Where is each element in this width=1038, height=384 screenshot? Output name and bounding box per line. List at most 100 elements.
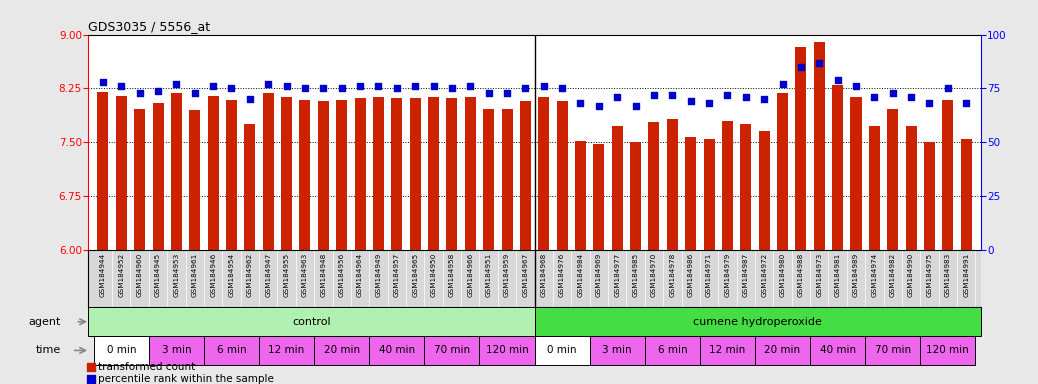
Text: GSM184984: GSM184984 [577, 253, 583, 297]
Bar [355, 98, 365, 250]
Text: GSM184986: GSM184986 [688, 253, 693, 297]
Point [388, 85, 405, 91]
Text: 40 min: 40 min [379, 346, 415, 356]
Point [921, 100, 937, 106]
Point [462, 83, 479, 89]
Point [333, 85, 350, 91]
Text: GSM184960: GSM184960 [137, 253, 142, 297]
Bar [520, 101, 530, 250]
Point [242, 96, 258, 102]
Text: GSM184969: GSM184969 [596, 253, 602, 297]
Point [168, 81, 185, 87]
Bar [832, 85, 843, 250]
Text: GSM184974: GSM184974 [871, 253, 877, 297]
Text: GSM184970: GSM184970 [651, 253, 657, 297]
Text: GSM184982: GSM184982 [890, 253, 896, 297]
Point [149, 88, 166, 94]
Point [701, 100, 717, 106]
Text: GSM184955: GSM184955 [283, 253, 290, 297]
Text: GSM184951: GSM184951 [486, 253, 492, 297]
Text: GSM184953: GSM184953 [173, 253, 180, 297]
Point [903, 94, 920, 100]
Bar [299, 100, 310, 250]
Bar [203, 336, 260, 365]
Bar [814, 42, 825, 250]
Text: GSM184959: GSM184959 [504, 253, 510, 297]
Text: GSM184952: GSM184952 [118, 253, 125, 297]
Text: GSM184985: GSM184985 [632, 253, 638, 297]
Bar [645, 336, 700, 365]
Bar [850, 97, 862, 250]
Text: 0 min: 0 min [547, 346, 577, 356]
Point [572, 100, 589, 106]
Text: GSM184950: GSM184950 [431, 253, 437, 297]
Bar [189, 110, 200, 250]
Bar [88, 307, 535, 336]
Bar [590, 336, 645, 365]
Point [627, 103, 644, 109]
Text: GSM184971: GSM184971 [706, 253, 712, 297]
Text: GSM184976: GSM184976 [559, 253, 565, 297]
Bar [410, 98, 420, 250]
Text: agent: agent [28, 317, 60, 327]
Text: 12 min: 12 min [709, 346, 745, 356]
Bar [483, 109, 494, 250]
Point [132, 89, 148, 96]
Text: GSM184948: GSM184948 [321, 253, 326, 297]
Text: GSM184964: GSM184964 [357, 253, 363, 297]
Text: 120 min: 120 min [927, 346, 969, 356]
Bar [153, 103, 164, 250]
Point [316, 85, 332, 91]
Bar [755, 336, 810, 365]
Bar [777, 93, 788, 250]
Text: 3 min: 3 min [602, 346, 632, 356]
Bar [263, 93, 274, 250]
Text: GSM184949: GSM184949 [376, 253, 381, 297]
Bar [759, 131, 770, 250]
Text: GSM184956: GSM184956 [338, 253, 345, 297]
Point [363, 218, 380, 225]
Text: GSM184945: GSM184945 [155, 253, 161, 297]
Text: 3 min: 3 min [162, 346, 191, 356]
Text: GSM184962: GSM184962 [247, 253, 253, 297]
Bar [594, 144, 604, 250]
Bar [630, 142, 641, 250]
Bar [866, 336, 921, 365]
Text: GSM184946: GSM184946 [210, 253, 216, 297]
Text: GSM184966: GSM184966 [467, 253, 473, 297]
Bar [428, 97, 439, 250]
Point [591, 103, 607, 109]
Bar [480, 336, 535, 365]
Text: transformed count: transformed count [98, 362, 195, 372]
Point [958, 100, 975, 106]
Text: time: time [35, 346, 60, 356]
Bar [391, 98, 403, 250]
Point [536, 83, 552, 89]
Point [719, 92, 736, 98]
Bar [465, 97, 475, 250]
Text: percentile rank within the sample: percentile rank within the sample [98, 374, 273, 384]
Bar [943, 100, 953, 250]
Text: GSM184991: GSM184991 [963, 253, 969, 297]
Point [498, 89, 515, 96]
Bar [208, 96, 219, 250]
Text: control: control [292, 317, 331, 327]
Text: GSM184961: GSM184961 [192, 253, 198, 297]
Bar [887, 109, 898, 250]
Text: GSM184958: GSM184958 [448, 253, 455, 297]
Bar [93, 336, 148, 365]
Bar [740, 124, 752, 250]
Bar [535, 307, 981, 336]
Text: 20 min: 20 min [764, 346, 800, 356]
Text: cumene hydroperoxide: cumene hydroperoxide [693, 317, 822, 327]
Bar [611, 126, 623, 250]
Text: GSM184973: GSM184973 [816, 253, 822, 297]
Point [554, 85, 571, 91]
Bar [795, 47, 807, 250]
Bar [134, 109, 145, 250]
Text: GSM184988: GSM184988 [798, 253, 803, 297]
Text: GDS3035 / 5556_at: GDS3035 / 5556_at [88, 20, 211, 33]
Text: GSM184972: GSM184972 [761, 253, 767, 297]
Text: GSM184983: GSM184983 [945, 253, 951, 297]
Bar [373, 97, 384, 250]
